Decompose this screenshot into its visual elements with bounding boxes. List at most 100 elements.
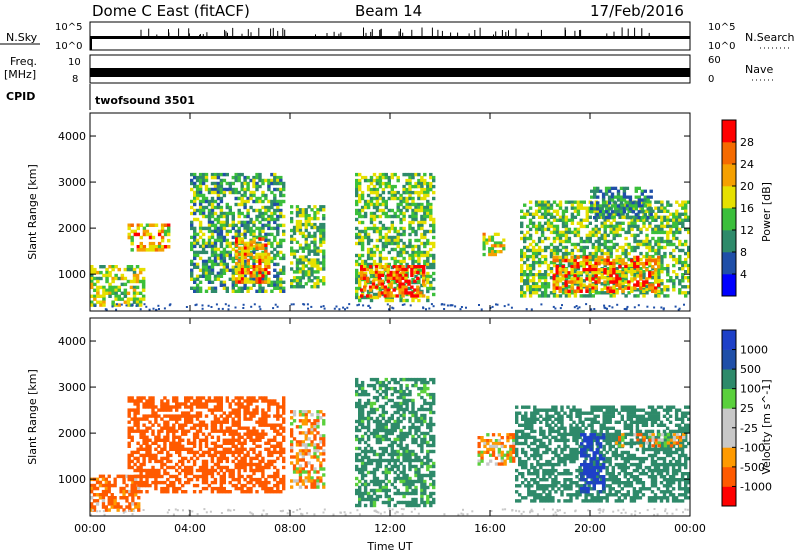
heat-cell — [654, 224, 658, 229]
heat-cell — [600, 260, 604, 265]
heat-cell — [282, 420, 286, 424]
heat-cell — [663, 245, 667, 250]
heat-cell — [195, 196, 200, 201]
heat-cell — [573, 306, 576, 309]
heat-cell — [414, 259, 418, 264]
heat-cell — [319, 267, 323, 271]
heat-cell — [393, 238, 397, 243]
heat-cell — [645, 261, 649, 266]
heat-cell — [184, 399, 188, 403]
heat-cell — [201, 462, 206, 467]
heat-cell — [621, 279, 625, 283]
heat-cell — [552, 218, 557, 222]
heat-cell — [401, 294, 405, 298]
heat-cell — [264, 420, 268, 424]
heat-cell — [204, 426, 209, 430]
heat-cell — [630, 273, 634, 277]
heat-cell — [240, 181, 244, 186]
heat-cell — [411, 172, 415, 177]
heat-cell — [648, 239, 652, 244]
heat-cell — [136, 405, 140, 409]
heat-cell — [219, 420, 223, 424]
heat-cell — [222, 190, 227, 195]
heat-cell — [358, 196, 362, 201]
heat-cell — [657, 209, 661, 213]
heat-cell — [366, 247, 371, 252]
heat-cell — [618, 221, 622, 225]
heat-cell — [190, 271, 194, 275]
heat-cell — [237, 471, 241, 476]
heat-cell — [240, 405, 244, 409]
heat-cell — [219, 444, 223, 448]
heat-cell — [279, 178, 283, 183]
heat-cell — [282, 429, 286, 433]
power-heatmap — [90, 172, 691, 311]
heat-cell — [639, 271, 643, 275]
heat-cell — [342, 306, 345, 309]
heat-cell — [119, 474, 123, 479]
heat-cell — [531, 267, 536, 271]
heat-cell — [416, 265, 420, 269]
heat-cell — [90, 279, 94, 284]
heat-cell — [377, 291, 382, 295]
heat-cell — [363, 175, 368, 180]
heat-cell — [163, 396, 167, 400]
heat-cell — [675, 245, 679, 250]
heat-cell — [252, 426, 256, 430]
heat-cell — [264, 462, 268, 467]
heat-cell — [408, 172, 412, 177]
heat-cell — [531, 279, 536, 283]
heat-cell — [148, 483, 152, 488]
heat-cell — [371, 270, 376, 275]
heat-cell — [207, 220, 212, 225]
heat-cell — [666, 242, 670, 247]
heat-cell — [423, 220, 427, 225]
heat-cell — [130, 229, 134, 234]
heat-cell — [210, 459, 215, 464]
heat-cell — [576, 261, 580, 266]
heat-cell — [369, 268, 374, 273]
heat-cell — [210, 265, 215, 269]
heat-cell — [184, 468, 188, 473]
heat-cell — [615, 258, 619, 263]
heat-cell — [219, 477, 223, 482]
heat-cell — [401, 276, 405, 280]
heat-cell — [528, 291, 533, 295]
heat-cell — [654, 280, 658, 284]
heat-cell — [267, 453, 271, 458]
heat-cell — [618, 206, 622, 210]
heat-cell — [307, 246, 311, 250]
heat-cell — [237, 441, 241, 445]
heat-cell — [387, 262, 391, 267]
heat-cell — [408, 286, 412, 291]
heat-cell — [446, 304, 449, 307]
heat-cell — [393, 262, 397, 267]
heat-cell — [99, 300, 103, 304]
heat-cell — [531, 212, 536, 216]
heat-cell — [246, 432, 250, 436]
heat-cell — [546, 285, 551, 289]
heat-cell — [488, 250, 492, 254]
heat-cell — [207, 202, 212, 207]
heat-cell — [398, 267, 402, 272]
heat-cell — [531, 251, 536, 256]
heat-cell — [303, 303, 306, 306]
heat-cell — [264, 423, 268, 427]
heat-cell — [643, 198, 647, 202]
heat-cell — [600, 288, 604, 292]
heat-cell — [301, 458, 305, 462]
heat-cell — [559, 307, 562, 310]
heat-cell — [420, 220, 424, 225]
heat-cell — [681, 267, 685, 271]
heat-cell — [636, 233, 640, 238]
heat-cell — [261, 243, 265, 247]
heat-cell — [687, 251, 691, 256]
heat-cell — [137, 505, 141, 509]
heat-cell — [246, 268, 250, 272]
heat-cell — [198, 286, 203, 290]
heat-cell — [637, 216, 641, 220]
heat-cell — [204, 465, 209, 470]
heat-cell — [573, 200, 578, 204]
heat-cell — [645, 288, 649, 292]
heat-cell — [116, 502, 120, 506]
